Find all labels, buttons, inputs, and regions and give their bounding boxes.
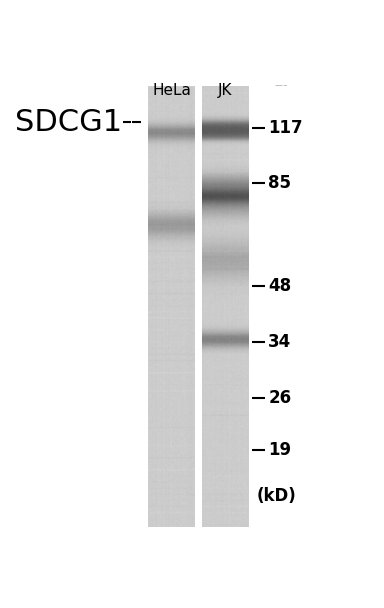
Text: HeLa: HeLa xyxy=(152,83,191,98)
Text: JK: JK xyxy=(218,83,232,98)
Text: 48: 48 xyxy=(268,277,291,295)
Text: 34: 34 xyxy=(268,333,291,351)
Text: 117: 117 xyxy=(268,119,303,137)
Text: (kD): (kD) xyxy=(257,487,296,505)
Text: 26: 26 xyxy=(268,389,291,407)
Text: 19: 19 xyxy=(268,441,291,459)
Text: 85: 85 xyxy=(268,174,291,192)
Text: SDCG1: SDCG1 xyxy=(15,108,122,137)
Text: ---: --- xyxy=(274,78,288,92)
